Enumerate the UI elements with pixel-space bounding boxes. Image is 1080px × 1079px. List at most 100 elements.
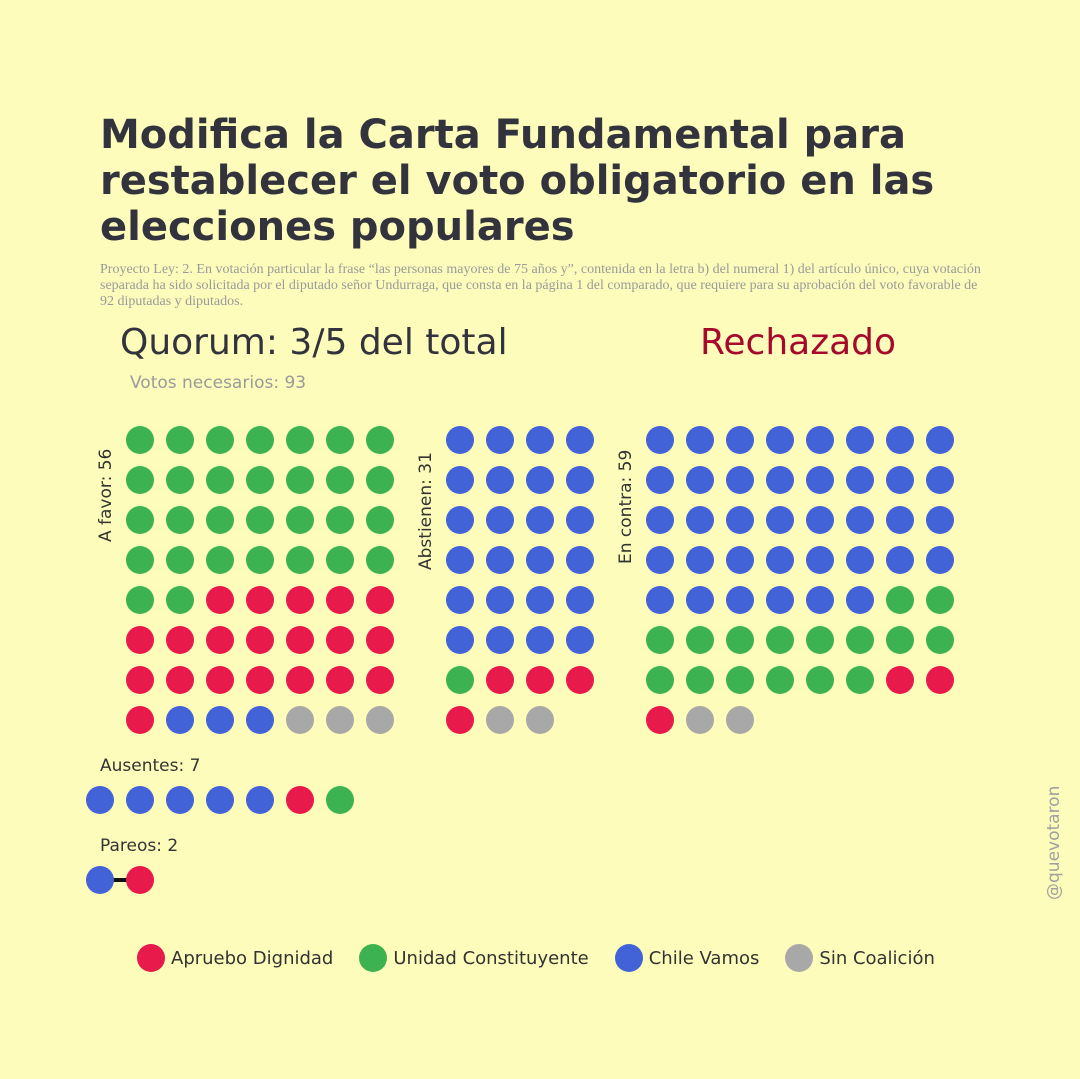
ausente-dot-chile: [86, 786, 114, 814]
contra-vote-dot-chile: [646, 586, 674, 614]
contra-vote-dot-chile: [686, 426, 714, 454]
favor-vote-dot-chile: [246, 706, 274, 734]
favor-vote-dot-unidad: [286, 506, 314, 534]
abstienen-vote-dot-apruebo: [526, 666, 554, 694]
abstienen-vote-dot-unidad: [446, 666, 474, 694]
favor-vote-dot-unidad: [126, 466, 154, 494]
abstienen-vote-dot-chile: [446, 466, 474, 494]
ausente-dot-unidad: [326, 786, 354, 814]
legend-swatch-apruebo: [137, 944, 165, 972]
contra-vote-dot-chile: [846, 466, 874, 494]
favor-vote-dot-unidad: [286, 426, 314, 454]
favor-vote-dot-chile: [206, 706, 234, 734]
contra-vote-dot-chile: [806, 586, 834, 614]
favor-vote-dot-unidad: [166, 546, 194, 574]
favor-vote-dot-sin: [326, 706, 354, 734]
favor-vote-dot-apruebo: [326, 586, 354, 614]
contra-vote-dot-unidad: [886, 586, 914, 614]
abstienen-vote-dot-apruebo: [446, 706, 474, 734]
favor-vote-dot-apruebo: [166, 626, 194, 654]
contra-vote-dot-chile: [846, 586, 874, 614]
favor-vote-dot-apruebo: [126, 706, 154, 734]
contra-vote-dot-unidad: [726, 626, 754, 654]
ausente-dot-chile: [206, 786, 234, 814]
contra-vote-dot-chile: [726, 506, 754, 534]
ausente-dot-chile: [166, 786, 194, 814]
legend-swatch-unidad: [359, 944, 388, 972]
contra-vote-dot-chile: [726, 586, 754, 614]
contra-vote-dot-unidad: [846, 666, 874, 694]
abstienen-vote-dot-chile: [566, 466, 594, 494]
legend: Apruebo Dignidad Unidad Constituyente Ch…: [137, 944, 961, 972]
contra-vote-dot-chile: [926, 506, 954, 534]
abstienen-vote-dot-chile: [486, 466, 514, 494]
abstienen-vote-dot-apruebo: [486, 666, 514, 694]
contra-vote-dot-chile: [806, 466, 834, 494]
abstienen-vote-dot-chile: [486, 626, 514, 654]
contra-vote-dot-sin: [686, 706, 714, 734]
contra-vote-dot-chile: [686, 586, 714, 614]
contra-vote-dot-chile: [726, 426, 754, 454]
abstienen-vote-dot-chile: [566, 586, 594, 614]
legend-label-unidad: Unidad Constituyente: [393, 947, 589, 969]
abstienen-vote-dot-chile: [526, 506, 554, 534]
favor-vote-dot-unidad: [286, 466, 314, 494]
legend-label-apruebo: Apruebo Dignidad: [171, 947, 334, 969]
favor-vote-dot-apruebo: [286, 626, 314, 654]
abstienen-vote-dot-chile: [446, 506, 474, 534]
favor-vote-dot-unidad: [366, 506, 394, 534]
favor-vote-dot-unidad: [166, 466, 194, 494]
credit-handle: @quevotaron: [1044, 785, 1064, 900]
abstienen-vote-dot-sin: [526, 706, 554, 734]
contra-vote-dot-chile: [886, 546, 914, 574]
abstienen-vote-dot-chile: [486, 506, 514, 534]
favor-vote-dot-unidad: [206, 546, 234, 574]
abstienen-vote-dot-apruebo: [566, 666, 594, 694]
contra-vote-dot-chile: [646, 466, 674, 494]
contra-vote-dot-apruebo: [886, 666, 914, 694]
legend-item-unidad: Unidad Constituyente: [359, 944, 589, 972]
abstienen-vote-dot-chile: [446, 546, 474, 574]
contra-vote-dot-unidad: [886, 626, 914, 654]
contra-vote-dot-chile: [646, 546, 674, 574]
contra-vote-dot-unidad: [646, 626, 674, 654]
contra-vote-dot-chile: [686, 506, 714, 534]
favor-vote-dot-unidad: [166, 426, 194, 454]
contra-vote-dot-chile: [686, 546, 714, 574]
favor-vote-dot-unidad: [246, 506, 274, 534]
favor-vote-dot-unidad: [366, 466, 394, 494]
favor-vote-dot-unidad: [366, 426, 394, 454]
favor-vote-dot-apruebo: [366, 626, 394, 654]
favor-vote-dot-unidad: [246, 546, 274, 574]
abstienen-vote-dot-chile: [486, 586, 514, 614]
favor-vote-dot-unidad: [286, 546, 314, 574]
contra-vote-dot-chile: [806, 506, 834, 534]
favor-vote-dot-apruebo: [286, 666, 314, 694]
abstienen-vote-dot-chile: [486, 546, 514, 574]
favor-vote-dot-apruebo: [246, 586, 274, 614]
favor-vote-dot-apruebo: [126, 666, 154, 694]
contra-vote-dot-chile: [766, 586, 794, 614]
contra-vote-dot-chile: [726, 466, 754, 494]
favor-vote-dot-apruebo: [166, 666, 194, 694]
contra-vote-dot-chile: [886, 466, 914, 494]
contra-vote-dot-chile: [686, 466, 714, 494]
contra-vote-dot-sin: [726, 706, 754, 734]
abstienen-vote-dot-chile: [566, 546, 594, 574]
abstienen-vote-dot-chile: [526, 466, 554, 494]
contra-vote-dot-unidad: [846, 626, 874, 654]
legend-swatch-sin: [785, 944, 814, 972]
contra-vote-dot-apruebo: [646, 706, 674, 734]
contra-vote-dot-unidad: [646, 666, 674, 694]
favor-vote-dot-unidad: [206, 466, 234, 494]
result-label: Rechazado: [700, 322, 897, 363]
favor-vote-dot-unidad: [126, 506, 154, 534]
favor-vote-dot-apruebo: [206, 586, 234, 614]
favor-vote-dot-sin: [286, 706, 314, 734]
contra-vote-dot-unidad: [926, 626, 954, 654]
favor-vote-dot-sin: [366, 706, 394, 734]
contra-vote-dot-chile: [766, 546, 794, 574]
legend-item-chile: Chile Vamos: [614, 944, 759, 972]
contra-vote-dot-unidad: [686, 626, 714, 654]
contra-vote-dot-chile: [646, 506, 674, 534]
